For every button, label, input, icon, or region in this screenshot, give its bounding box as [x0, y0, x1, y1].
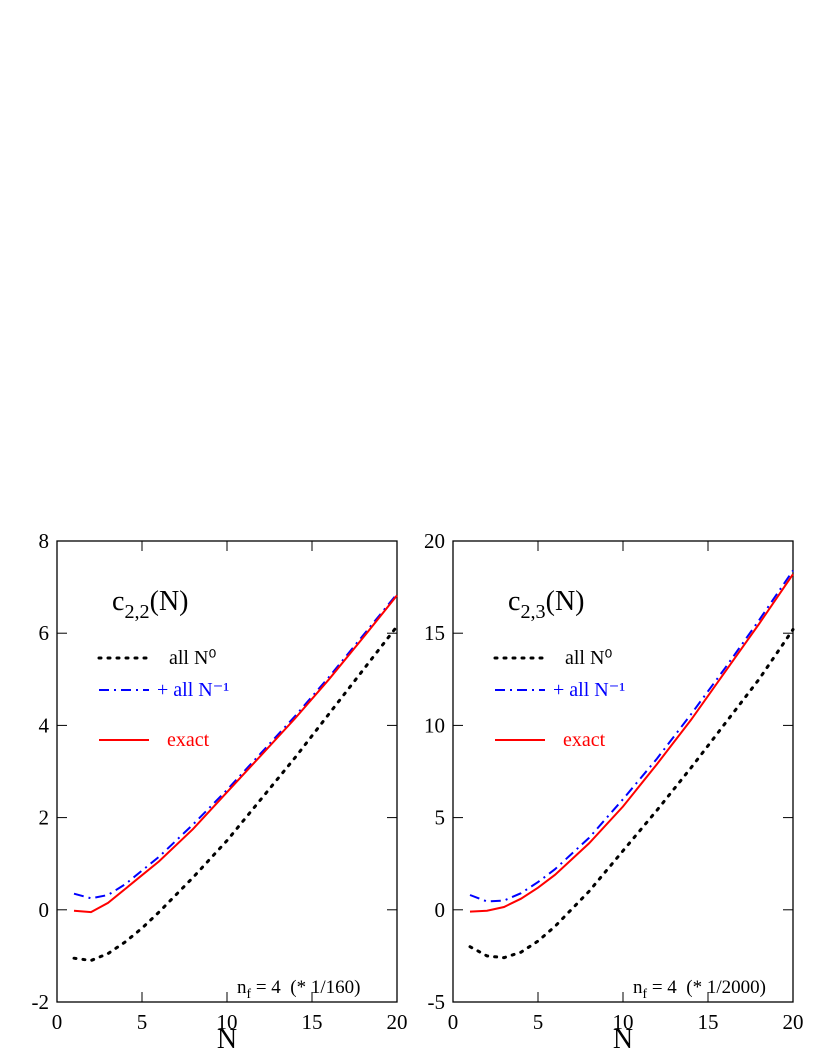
- plot-frame: [452, 540, 794, 1003]
- series-line: [469, 569, 794, 903]
- x-tick-label: 10: [613, 1010, 634, 1034]
- annotation: nf = 4 (* 1/160): [237, 977, 360, 1001]
- y-tick-label: 15: [424, 621, 445, 645]
- series-line: [469, 573, 794, 913]
- legend-label: all N⁰: [565, 647, 612, 669]
- x-tick-label: 5: [137, 1010, 148, 1034]
- panel-title: c2,2(N): [112, 586, 189, 623]
- x-tick-label: 5: [533, 1010, 544, 1034]
- legend-label: + all N⁻¹: [157, 679, 229, 701]
- text-part: (N): [150, 586, 189, 617]
- x-tick-label: 15: [698, 1010, 719, 1034]
- text-part: n: [237, 977, 247, 998]
- y-tick-label: 2: [39, 806, 50, 830]
- text-part: n: [633, 977, 643, 998]
- legend-label: + all N⁻¹: [553, 679, 625, 701]
- text-part: 2,3: [520, 601, 545, 623]
- x-tick-label: 10: [217, 1010, 238, 1034]
- x-tick-label: 0: [448, 1010, 459, 1034]
- y-tick-label: 10: [424, 713, 445, 737]
- series-line: [72, 624, 399, 963]
- legend-label: exact: [167, 729, 210, 751]
- text-part: (N): [546, 586, 585, 617]
- text-part: 2,2: [124, 601, 149, 623]
- y-tick-label: 20: [424, 529, 445, 553]
- panel-title: c2,3(N): [508, 586, 585, 623]
- series-line: [468, 628, 795, 960]
- x-axis-label: N: [217, 1024, 237, 1055]
- x-tick-label: 20: [387, 1010, 408, 1034]
- y-tick-label: -5: [428, 990, 446, 1014]
- annotation: nf = 4 (* 1/2000): [633, 977, 766, 1001]
- x-tick-label: 15: [302, 1010, 323, 1034]
- y-tick-label: 5: [435, 806, 446, 830]
- y-tick-label: -2: [32, 990, 50, 1014]
- series-line: [73, 594, 398, 914]
- y-tick-label: 0: [435, 898, 446, 922]
- y-tick-label: 0: [39, 898, 50, 922]
- x-axis-label: N: [613, 1024, 633, 1055]
- text-part: = 4 (* 1/160): [251, 977, 360, 998]
- text-part: f: [643, 986, 648, 1001]
- y-tick-label: 6: [39, 621, 50, 645]
- x-tick-label: 0: [52, 1010, 63, 1034]
- legend-label: all N⁰: [169, 647, 216, 669]
- series-line: [73, 593, 398, 900]
- text-part: f: [247, 986, 252, 1001]
- y-tick-label: 8: [39, 529, 50, 553]
- text-part: c: [112, 586, 124, 617]
- x-tick-label: 20: [783, 1010, 804, 1034]
- text-part: = 4 (* 1/2000): [647, 977, 766, 998]
- legend-label: exact: [563, 729, 606, 751]
- y-tick-label: 4: [39, 713, 50, 737]
- text-part: c: [508, 586, 520, 617]
- plot-frame: [56, 540, 398, 1003]
